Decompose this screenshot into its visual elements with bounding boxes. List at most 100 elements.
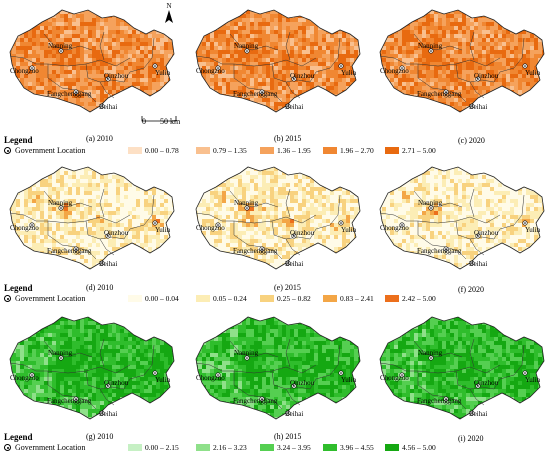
city-label: Yulin xyxy=(525,376,541,384)
legend-range-label: 4.56 – 5.00 xyxy=(402,443,436,452)
region-outline xyxy=(9,166,175,270)
city-label: Yulin xyxy=(525,226,541,234)
city-boundary xyxy=(43,33,93,51)
government-location-icon xyxy=(4,295,11,302)
legend-class-item: 3.24 – 3.95 xyxy=(260,443,311,452)
city-boundary xyxy=(229,33,279,51)
legend-swatch xyxy=(323,295,337,302)
legend-range-label: 0.00 – 0.78 xyxy=(145,146,179,155)
raster-cells xyxy=(196,317,360,419)
city-boundary xyxy=(47,371,77,398)
city-boundary xyxy=(285,188,291,218)
panel-caption: (f) 2020 xyxy=(458,285,484,294)
city-label: Beihai xyxy=(99,103,118,111)
north-arrow: N xyxy=(164,2,174,26)
legend-government-location: Government Location xyxy=(4,294,85,303)
city-boundary xyxy=(47,221,77,248)
city-boundary xyxy=(229,340,279,358)
panel-caption: (e) 2015 xyxy=(274,283,301,292)
legend-class-item: 0.00 – 0.78 xyxy=(128,146,179,155)
city-label: Chongzuo xyxy=(196,224,225,232)
legend-class-item: 0.00 – 2.15 xyxy=(128,443,179,452)
city-label: Chongzuo xyxy=(380,374,409,382)
map-svg xyxy=(379,316,545,420)
city-boundary xyxy=(195,212,234,222)
city-boundary xyxy=(445,246,467,260)
city-label: Chongzuo xyxy=(380,224,409,232)
city-label: Chongzuo xyxy=(10,67,39,75)
city-label: Chongzuo xyxy=(10,224,39,232)
city-label: Nanning xyxy=(418,349,443,357)
city-boundary xyxy=(43,340,93,358)
legend-range-label: 0.00 – 0.04 xyxy=(145,294,179,303)
city-boundary xyxy=(99,188,105,218)
city-label: Qinzhou xyxy=(290,379,315,387)
city-label: Beihai xyxy=(469,410,488,418)
city-boundary xyxy=(379,362,418,372)
panel-caption: (a) 2010 xyxy=(86,134,113,143)
legend-swatch xyxy=(260,147,274,154)
city-boundary xyxy=(417,64,447,91)
city-boundary xyxy=(417,57,501,67)
legend-range-label: 0.79 – 1.35 xyxy=(213,146,247,155)
city-label: Chongzuo xyxy=(196,67,225,75)
city-label: Fangchenggang xyxy=(47,247,92,255)
legend-class-item: 0.00 – 0.04 xyxy=(128,294,179,303)
panel-caption: (b) 2015 xyxy=(274,134,302,143)
legend-swatch xyxy=(323,147,337,154)
city-boundary xyxy=(233,221,263,248)
legend-class-item: 1.96 – 2.70 xyxy=(323,146,374,155)
city-label: Nanning xyxy=(48,42,73,50)
raster-cells xyxy=(10,317,174,419)
city-label: Chongzuo xyxy=(10,374,39,382)
city-label: Fangchenggang xyxy=(417,247,462,255)
city-label: Fangchenggang xyxy=(417,397,462,405)
legend-swatch xyxy=(128,295,142,302)
city-label: Beihai xyxy=(469,103,488,111)
legend-swatch xyxy=(385,444,399,451)
city-boundary xyxy=(233,364,317,374)
legend-range-label: 0.05 – 0.24 xyxy=(213,294,247,303)
city-boundary xyxy=(75,246,97,260)
legend-range-label: 0.25 – 0.82 xyxy=(277,294,311,303)
legend-range-label: 2.71 – 5.00 xyxy=(402,146,436,155)
legend-class-item: 1.36 – 1.95 xyxy=(260,146,311,155)
map-panel: Nanning Chongzuo Yulin Qinzhou Fangchenggang… xyxy=(374,163,550,275)
legend-government-label: Government Location xyxy=(15,146,86,155)
city-boundary xyxy=(123,37,155,83)
city-boundary xyxy=(75,396,97,410)
city-label: Yulin xyxy=(155,226,171,234)
legend-swatch xyxy=(196,295,210,302)
panel-caption: (h) 2015 xyxy=(274,432,302,441)
map-panel: Nanning Chongzuo Yulin Qinzhou Fangchenggang… xyxy=(4,6,180,118)
city-boundary xyxy=(469,338,475,368)
city-boundary xyxy=(469,31,475,61)
city-label: Nanning xyxy=(418,199,443,207)
legend-range-label: 2.42 – 5.00 xyxy=(402,294,436,303)
map-panel: Nanning Chongzuo Yulin Qinzhou Fangchenggang… xyxy=(4,163,180,275)
map-panel: Nanning Chongzuo Yulin Qinzhou Fangchenggang… xyxy=(374,6,550,118)
north-arrow-icon xyxy=(165,10,173,23)
city-boundary xyxy=(413,190,463,208)
city-label: Nanning xyxy=(234,42,259,50)
city-label: Nanning xyxy=(234,199,259,207)
city-boundary xyxy=(413,33,463,51)
city-label: Qinzhou xyxy=(474,72,499,80)
region-outline xyxy=(195,166,361,270)
city-label: Beihai xyxy=(285,103,304,111)
city-boundary xyxy=(469,188,475,218)
scale-distance-label: 50 km xyxy=(160,117,181,126)
raster-cells xyxy=(380,167,544,269)
city-label: Qinzhou xyxy=(474,229,499,237)
legend-swatch xyxy=(196,147,210,154)
city-boundary xyxy=(47,57,131,67)
raster-cells xyxy=(196,167,360,269)
panel-caption: (d) 2010 xyxy=(86,283,114,292)
legend-class-item: 0.25 – 0.82 xyxy=(260,294,311,303)
city-boundary xyxy=(123,194,155,240)
city-boundary xyxy=(233,57,317,67)
city-boundary xyxy=(99,338,105,368)
legend-range-label: 0.00 – 2.15 xyxy=(145,443,179,452)
legend-swatch xyxy=(323,444,337,451)
city-label: Yulin xyxy=(155,376,171,384)
